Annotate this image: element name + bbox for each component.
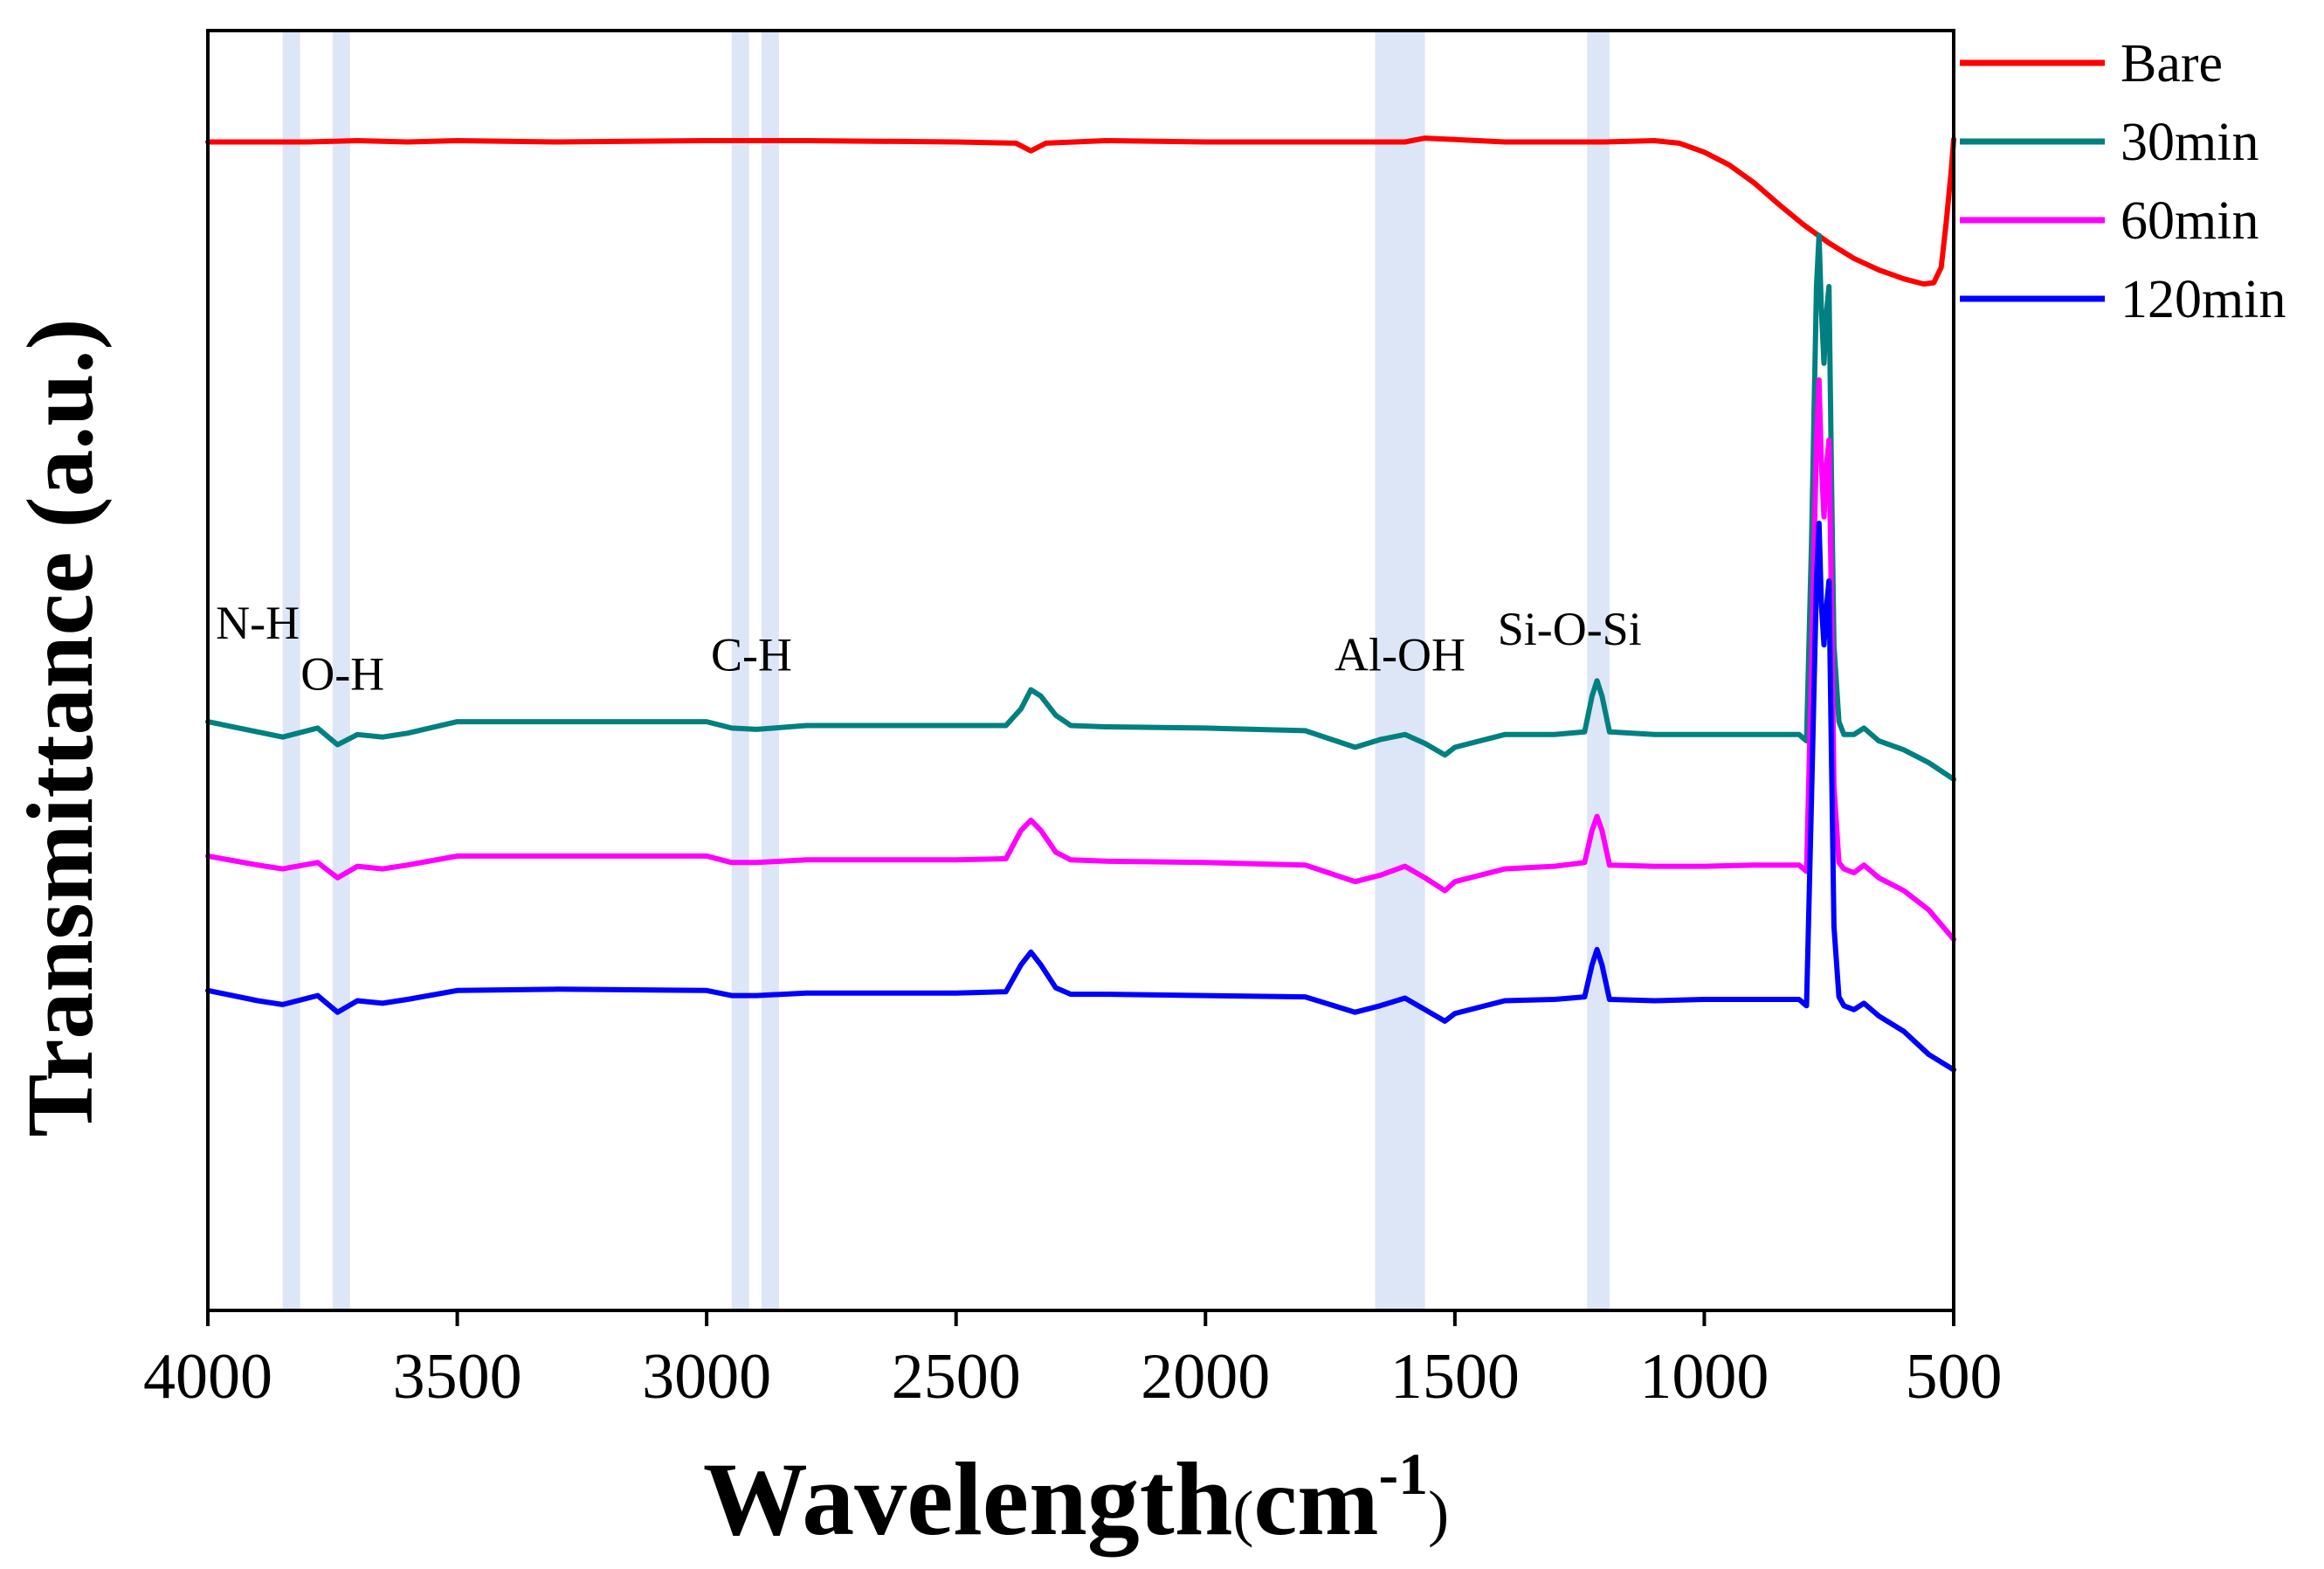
x-tick-label: 2000: [1141, 1341, 1270, 1413]
legend-label-bare: Bare: [2121, 34, 2223, 93]
plot-frame: [206, 29, 1955, 1312]
annotation-si-o-si: Si-O-Si: [1498, 603, 1642, 655]
x-axis-title-main: Wavelength: [703, 1441, 1233, 1558]
x-axis-title-unit-sup: -1: [1379, 1441, 1429, 1507]
band-highlights: [282, 31, 1610, 1310]
series-line-bare: [205, 135, 1956, 287]
x-axis-title-unit: cm: [1254, 1448, 1379, 1556]
x-tick-label: 1500: [1390, 1341, 1520, 1413]
x-axis-title: Wavelength(cm-1): [703, 1441, 1449, 1558]
band-annotations: N-HO-H C-H Al-OH Si-O-Si: [216, 597, 1642, 701]
band-c-h-1: [731, 31, 749, 1310]
annotation-n-h: N-H: [216, 597, 300, 649]
annotation-al-oh: Al-OH: [1334, 629, 1465, 681]
legend-label-30min: 30min: [2121, 113, 2258, 172]
x-axis-title-unit-close: ): [1428, 1478, 1449, 1548]
band-o-h: [332, 31, 350, 1310]
x-tick-label: 500: [1906, 1341, 2003, 1413]
annotation-o-h: O-H: [300, 647, 384, 700]
series-line-60min: [205, 377, 1956, 943]
x-tick-label: 1000: [1639, 1341, 1769, 1413]
x-axis-title-unit-open: (: [1233, 1478, 1254, 1548]
legend-label-120min: 120min: [2121, 270, 2286, 329]
band-n-h: [282, 31, 300, 1310]
band-al-oh: [1375, 31, 1425, 1310]
band-c-h-2: [761, 31, 779, 1310]
x-axis-ticks: 4000 3500 3000 2500 2000 1500 1000 500: [143, 1310, 2003, 1413]
series-line-120min: [205, 521, 1956, 1073]
x-tick-label: 3500: [393, 1341, 522, 1413]
legend-label-60min: 60min: [2121, 191, 2258, 251]
x-tick-label: 2500: [892, 1341, 1021, 1413]
y-axis-title: Transmittance (a.u.): [9, 319, 113, 1137]
annotation-c-h: C-H: [711, 629, 792, 681]
series-line-30min: [205, 232, 1956, 782]
legend: Bare 30min 60min 120min: [1960, 34, 2286, 329]
series-lines: [205, 135, 1956, 1073]
x-tick-label: 3000: [642, 1341, 771, 1413]
x-tick-label: 4000: [143, 1341, 272, 1413]
band-si-o-si: [1587, 31, 1610, 1310]
